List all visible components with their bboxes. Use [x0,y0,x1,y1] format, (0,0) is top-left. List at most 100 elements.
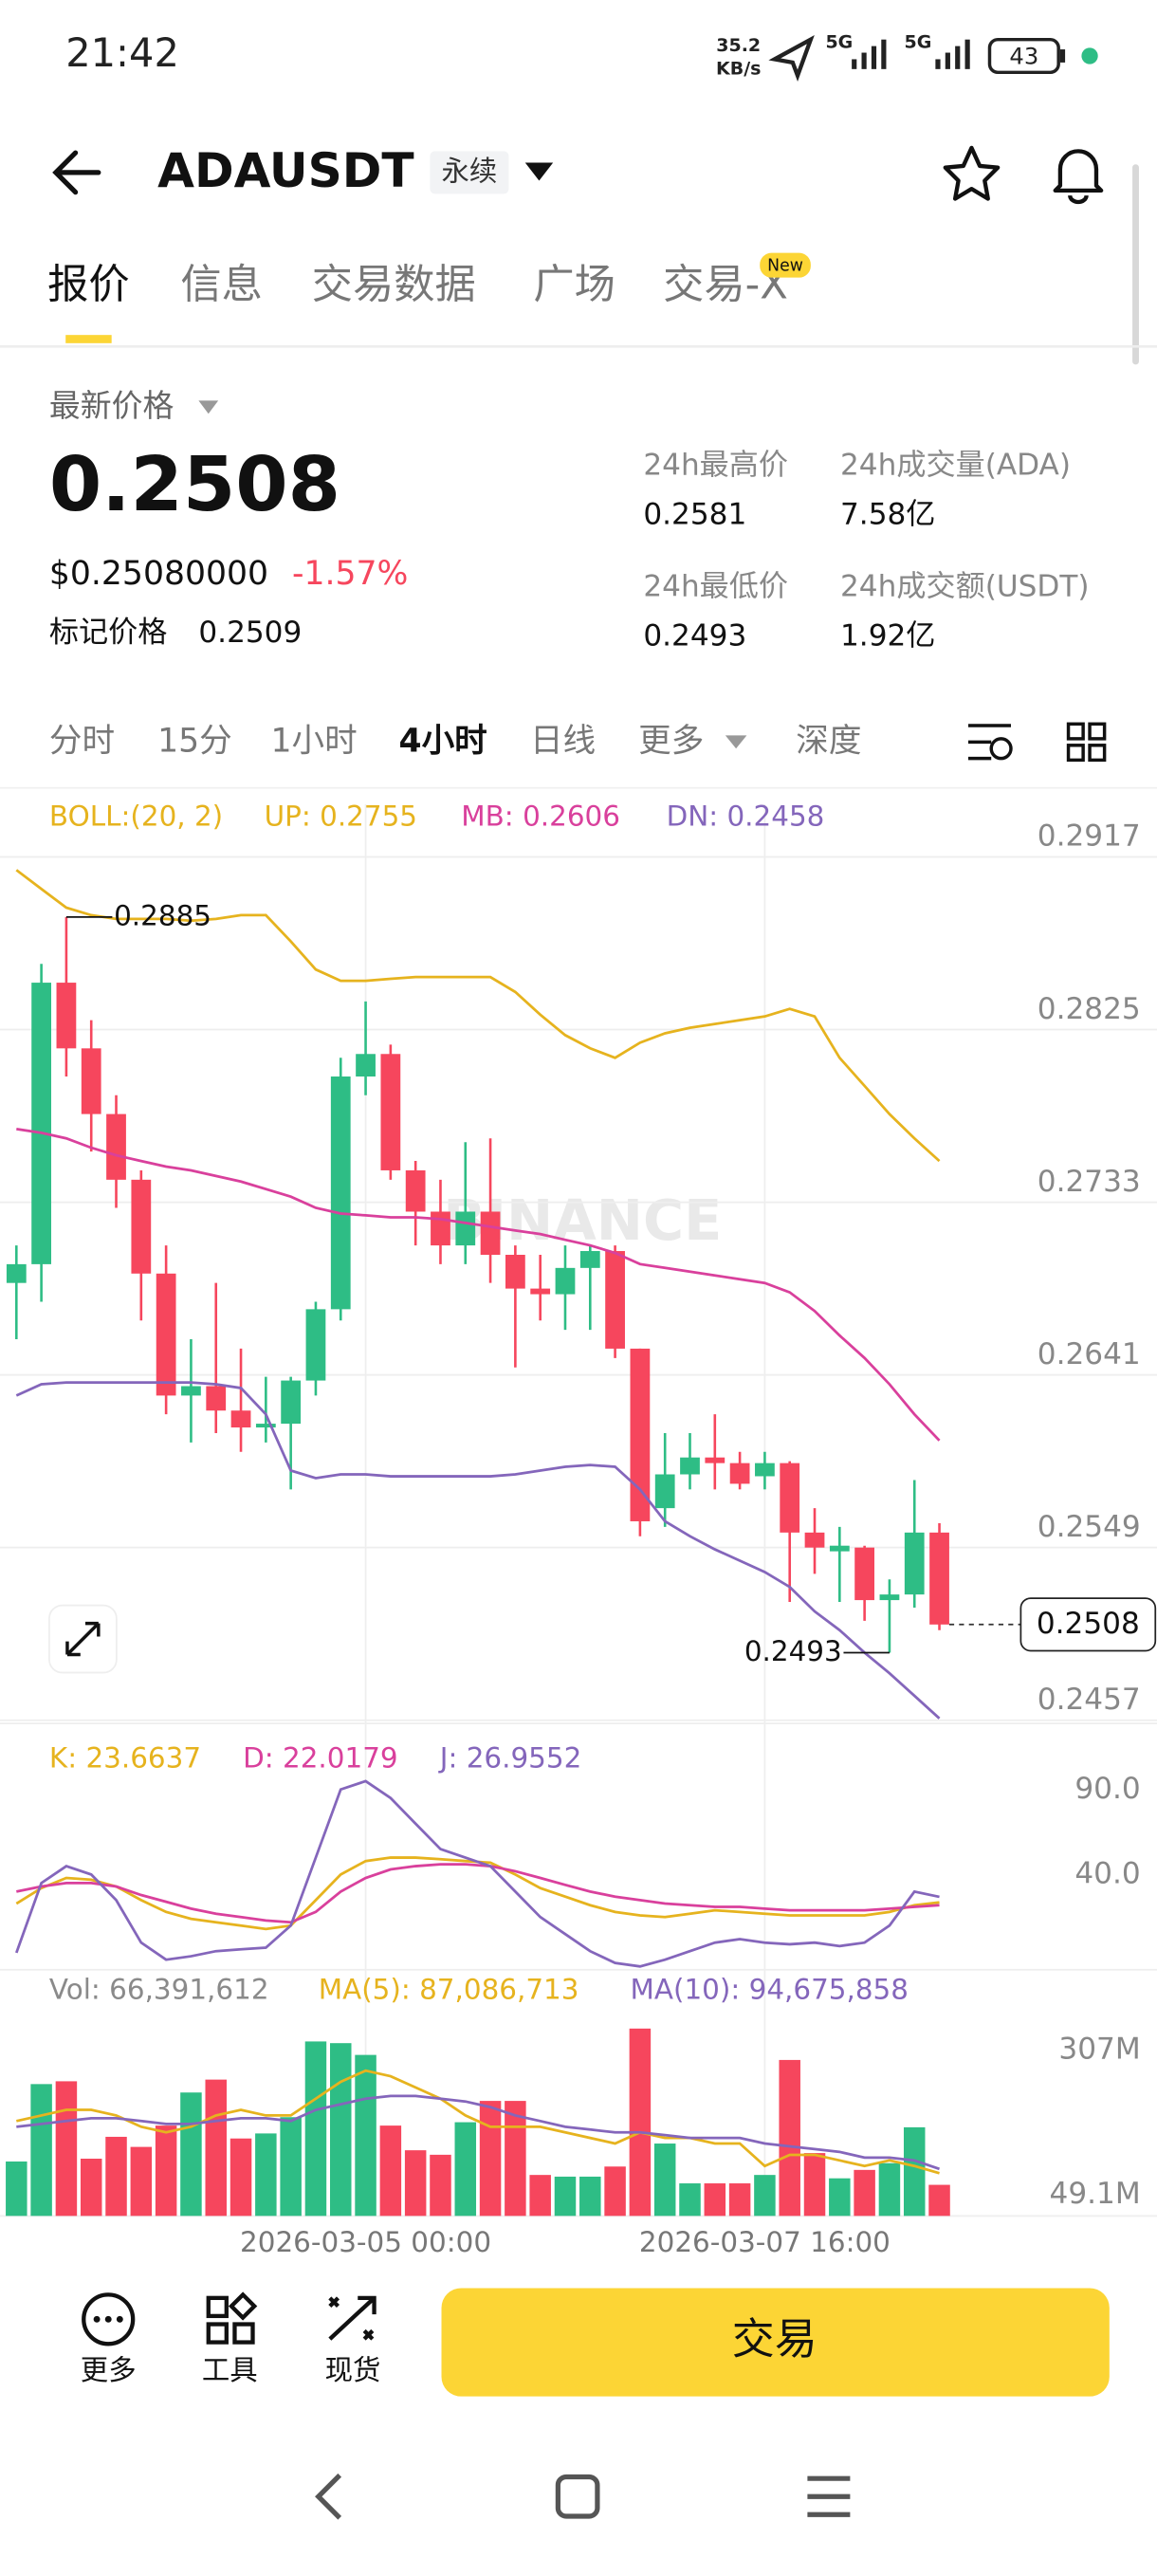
interval[interactable]: 更多 [638,722,704,760]
indicator-line [16,1863,940,1924]
interval[interactable]: 1小时 [271,722,358,760]
back-button[interactable] [52,150,101,195]
usd-price: $0.25080000 [49,555,268,593]
y-tick-label: 0.2733 [1038,1165,1141,1199]
favorite-button[interactable] [943,145,1001,201]
tab[interactable]: 交易数据 [312,261,476,308]
x-tick-label: 2026-03-05 00:00 [240,2226,491,2258]
y-tick-label: 0.2641 [1038,1337,1141,1371]
status-speed: 35.2 [716,35,761,56]
y-tick-label: 0.2825 [1038,992,1141,1026]
scrollbar [1132,164,1139,365]
x-tick-label: 2026-03-07 16:00 [639,2226,891,2258]
chart: 0.2917 0.2825 0.2733 0.2641 0.2549 0.2457 2026… [0,800,1157,2258]
interval[interactable]: 日线 [530,722,596,760]
tab-indicator [65,335,112,343]
action-label[interactable]: 工具 [202,2354,258,2386]
candle-body [879,1594,900,1601]
candle-body [929,1532,949,1625]
volume-bar [629,2028,652,2217]
interval[interactable]: 深度 [796,722,861,760]
candle-body [106,1113,126,1180]
signal-icon [852,39,887,69]
mark-price-label: 标记价格 [49,616,168,650]
last-price-label: 0.2508 [1037,1607,1140,1641]
interval-active[interactable]: 4小时 [399,722,487,760]
volume-bar [878,2162,901,2217]
candle-body [705,1457,725,1463]
indicator-title: BOLL:(20, 2) [49,800,223,832]
symbol-dropdown[interactable] [524,162,554,181]
candle-body [330,1076,351,1310]
volume-bar [554,2176,577,2217]
stat-value: 0.2581 [643,498,746,532]
status-time: 21:42 [65,29,179,76]
trade-button-label[interactable]: 交易 [732,2314,817,2364]
trade-button[interactable] [441,2288,1110,2397]
action-label[interactable]: 现货 [325,2354,381,2386]
volume-bar [704,2183,726,2217]
legend-entry: DN: 0.2458 [667,800,825,832]
candle-body [206,1386,227,1411]
volume-bar [155,2125,177,2217]
nav-back[interactable] [315,2473,342,2520]
contract-tag: 永续 [442,155,498,187]
action-label[interactable]: 更多 [81,2354,137,2386]
interval[interactable]: 15分 [157,722,232,760]
price-change: -1.57% [292,555,408,593]
candle-body [131,1179,152,1274]
indicator-settings-button[interactable] [967,724,1013,761]
price-label-dropdown[interactable] [198,400,219,414]
volume-bar [803,2153,826,2217]
more-dropdown[interactable] [725,735,747,749]
tab[interactable]: 报价 [47,261,130,308]
volume-bar [854,2169,875,2217]
nav-home[interactable] [555,2474,600,2519]
legend-entry: MA(10): 94,675,858 [631,1974,909,2006]
tools-icon[interactable] [206,2291,258,2345]
interval[interactable]: 分时 [49,722,115,760]
volume-bar [404,2150,427,2217]
symbol[interactable]: ADAUSDT [157,142,414,198]
candle-body [156,1273,176,1396]
spot-icon[interactable] [328,2295,376,2341]
volume-bar [230,2138,252,2217]
tab[interactable]: 广场 [533,261,615,308]
volume-bar [105,2136,127,2217]
tag-bg [430,151,509,194]
stat-value: 7.58亿 [840,498,935,532]
candle-body [455,1211,476,1246]
volume-bar [679,2183,701,2217]
candle-body [780,1463,800,1533]
price-label[interactable]: 最新价格 [49,387,174,424]
alert-button[interactable] [1053,149,1104,205]
candle-body [255,1424,276,1428]
y-tick-label: 0.2457 [1038,1683,1141,1717]
indicator-line [15,869,941,1163]
volume-bar [604,2166,626,2217]
candle-body [6,1263,27,1283]
mark-price: 0.2509 [198,616,302,650]
tab[interactable]: 信息 [180,261,263,308]
more-icon[interactable] [82,2292,136,2346]
y-tick-label: 40.0 [1074,1856,1140,1890]
candle-body [904,1532,925,1595]
candle-body [680,1457,700,1475]
low-label: 0.2493 [744,1635,842,1667]
indicator-line [16,2094,940,2171]
candle-body [480,1211,501,1255]
more-dots [93,2315,123,2323]
volume-bar [280,2117,302,2217]
y-tick-label: 0.2549 [1038,1510,1141,1544]
volume-bar [454,2122,477,2217]
layout-button[interactable] [1066,722,1107,763]
candle-body [81,1048,101,1114]
candle-body [729,1463,750,1484]
battery-icon [987,37,1060,75]
indicator-line [16,1128,941,1442]
y-tick-label: 49.1M [1050,2177,1141,2211]
tab-badge: New [767,256,803,275]
volume-bar [355,2054,376,2217]
nav-menu[interactable] [807,2475,851,2517]
